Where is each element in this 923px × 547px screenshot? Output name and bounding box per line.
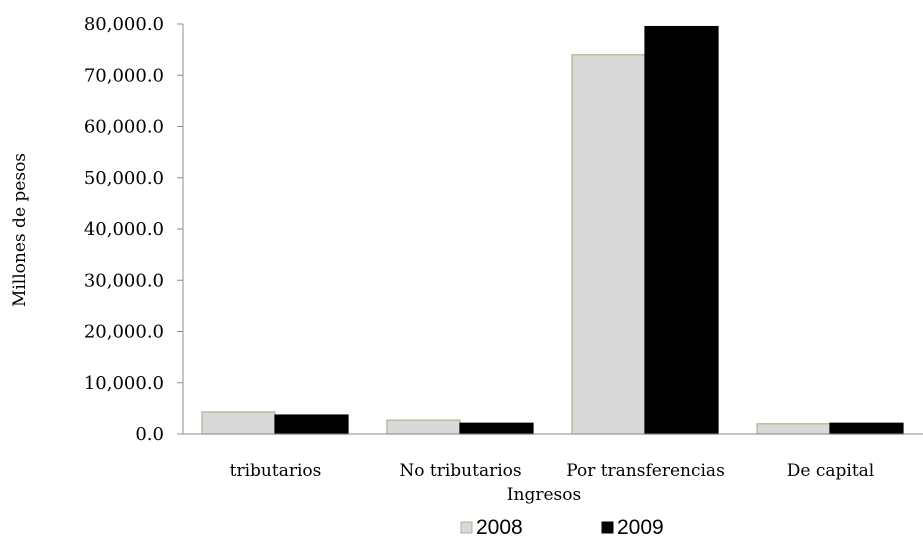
legend-label-2008: 2008	[476, 516, 523, 539]
bar-2008-3	[756, 423, 831, 435]
legend-swatch-2008	[460, 521, 473, 534]
x-category-label: Por transferencias	[566, 461, 725, 481]
legend-swatch-2009	[601, 521, 614, 534]
bar-2009-1	[459, 422, 534, 435]
bar-2008-0	[201, 411, 276, 435]
y-tick-label: 30,000.0	[84, 270, 164, 291]
legend-label-2009: 2009	[617, 516, 664, 539]
bar-2008-2	[571, 54, 646, 435]
bar-2009-2	[644, 25, 719, 435]
y-tick-label: 80,000.0	[84, 14, 164, 35]
y-tick-label: 50,000.0	[84, 168, 164, 189]
y-tick-label: 70,000.0	[84, 65, 164, 86]
y-tick-label: 60,000.0	[84, 117, 164, 138]
y-axis-title: Millones de pesos	[10, 153, 30, 307]
x-category-label: tributarios	[230, 461, 322, 481]
y-tick-label: 20,000.0	[84, 322, 164, 343]
x-category-label: De capital	[787, 461, 874, 481]
y-tick-label: 40,000.0	[84, 219, 164, 240]
bar-2009-0	[274, 414, 349, 435]
bar-2008-1	[386, 419, 461, 435]
y-tick-label: 0.0	[135, 424, 164, 445]
bar-2009-3	[829, 422, 904, 435]
x-category-label: No tributarios	[399, 461, 521, 481]
x-axis-title: Ingresos	[507, 485, 581, 505]
y-tick-label: 10,000.0	[84, 373, 164, 394]
